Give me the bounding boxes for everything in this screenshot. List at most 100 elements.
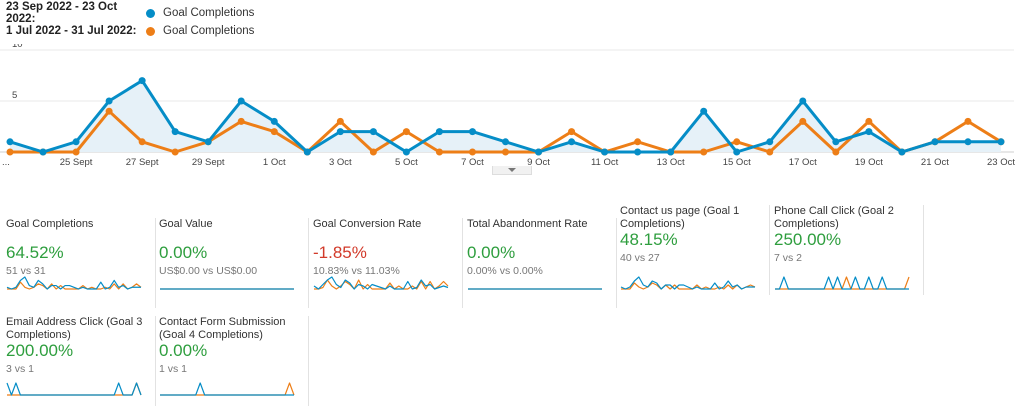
current-series-point[interactable]: [138, 77, 146, 85]
tile-phone-call-click-goal-2[interactable]: Phone Call Click (Goal 2 Completions) 25…: [774, 205, 924, 310]
current-series-point[interactable]: [270, 117, 278, 125]
tile-title: Total Abandonment Rate: [467, 218, 588, 230]
previous-series-point[interactable]: [568, 128, 576, 136]
legend-current[interactable]: 23 Sep 2022 - 23 Oct 2022: Goal Completi…: [6, 1, 255, 25]
current-series-point[interactable]: [997, 138, 1005, 146]
previous-series-point[interactable]: [105, 107, 113, 115]
tile-comparison: 3 vs 1: [6, 363, 35, 375]
x-tick-label: 7 Oct: [461, 157, 484, 168]
current-series-point[interactable]: [237, 97, 245, 105]
legend-current-label: Goal Completions: [163, 7, 255, 19]
current-series-point[interactable]: [468, 128, 476, 136]
current-series-point[interactable]: [832, 138, 840, 146]
tile-goal-completions[interactable]: Goal Completions 64.52% 51 vs 31: [6, 218, 156, 310]
x-tick-label: ...: [2, 157, 10, 168]
current-series-point[interactable]: [700, 107, 708, 115]
tile-change-value: 0.00%: [159, 341, 208, 360]
sparkline: [313, 276, 449, 290]
legend-previous-range: 1 Jul 2022 - 31 Jul 2022:: [6, 25, 137, 37]
current-series-point[interactable]: [204, 138, 212, 146]
legend-previous[interactable]: 1 Jul 2022 - 31 Jul 2022: Goal Completio…: [6, 22, 254, 40]
tile-goal-conversion-rate[interactable]: Goal Conversion Rate -1.85% 10.83% vs 11…: [313, 218, 463, 310]
tile-title: Contact us page (Goal 1 Completions): [620, 205, 740, 230]
sparkline: [620, 276, 756, 290]
chart-expand-handle[interactable]: [492, 166, 532, 175]
x-tick-label: 11 Oct: [591, 157, 619, 168]
tile-title: Goal Conversion Rate: [313, 218, 422, 230]
previous-series-point[interactable]: [468, 148, 476, 156]
current-series-point[interactable]: [898, 148, 906, 156]
current-series-point[interactable]: [402, 148, 410, 156]
previous-series-point[interactable]: [435, 148, 443, 156]
current-series-point[interactable]: [931, 138, 939, 146]
tile-title: Goal Value: [159, 218, 213, 230]
previous-series-point[interactable]: [964, 117, 972, 125]
current-series-point[interactable]: [733, 148, 741, 156]
current-series-point[interactable]: [336, 128, 344, 136]
tile-comparison: 0.00% vs 0.00%: [467, 265, 543, 277]
y-tick-label: 10: [12, 44, 23, 50]
tile-change-value: 64.52%: [6, 243, 64, 262]
goal-completions-line-chart[interactable]: 10 5... 25 Sept 27 Sept 29 Sept 1 Oct 3 Oct 5 O…: [0, 44, 1024, 168]
current-series-point[interactable]: [634, 148, 642, 156]
legend-previous-dot-icon: [146, 26, 155, 36]
current-series-point[interactable]: [72, 138, 80, 146]
current-series-point[interactable]: [799, 97, 807, 105]
tile-change-value: 48.15%: [620, 230, 678, 249]
tile-change-value: 0.00%: [467, 243, 516, 262]
legend-previous-label: Goal Completions: [163, 25, 255, 37]
current-series-point[interactable]: [601, 148, 609, 156]
sparkline-previous: [160, 382, 295, 396]
previous-series-point[interactable]: [171, 148, 179, 156]
previous-series-point[interactable]: [6, 148, 14, 156]
tile-goal-value[interactable]: Goal Value 0.00% US$0.00 vs US$0.00: [159, 218, 309, 310]
x-tick-label: 1 Oct: [263, 157, 286, 168]
current-series-point[interactable]: [964, 138, 972, 146]
current-series-point[interactable]: [105, 97, 113, 105]
current-series-point[interactable]: [535, 148, 543, 156]
tile-email-address-click-goal-3[interactable]: Email Address Click (Goal 3 Completions)…: [6, 316, 156, 407]
current-series-point[interactable]: [667, 148, 675, 156]
current-series-point[interactable]: [435, 128, 443, 136]
previous-series-point[interactable]: [799, 117, 807, 125]
tile-title: Goal Completions: [6, 218, 94, 230]
previous-series-point[interactable]: [270, 128, 278, 136]
previous-series-point[interactable]: [634, 138, 642, 146]
previous-series-point[interactable]: [402, 128, 410, 136]
current-series-point[interactable]: [865, 128, 873, 136]
current-series-point[interactable]: [568, 138, 576, 146]
previous-series-point[interactable]: [138, 138, 146, 146]
tile-change-value: 200.00%: [6, 341, 74, 360]
current-series-point[interactable]: [6, 138, 14, 146]
sparkline: [468, 288, 602, 290]
previous-series-point[interactable]: [237, 117, 245, 125]
tile-contact-us-page-goal-1[interactable]: Contact us page (Goal 1 Completions) 48.…: [620, 205, 770, 310]
current-series-point[interactable]: [303, 148, 311, 156]
previous-series-point[interactable]: [502, 148, 509, 156]
previous-series-point[interactable]: [336, 117, 344, 125]
previous-series-point[interactable]: [865, 117, 873, 125]
current-series-point[interactable]: [502, 138, 509, 146]
current-series-point[interactable]: [39, 148, 47, 156]
previous-series-point[interactable]: [369, 148, 377, 156]
tile-comparison: 40 vs 27: [620, 252, 660, 264]
previous-series-point[interactable]: [832, 148, 840, 156]
tile-contact-form-submission-goal-4[interactable]: Contact Form Submission (Goal 4 Completi…: [159, 316, 309, 407]
sparkline: [6, 276, 142, 290]
sparkline-current: [620, 276, 755, 290]
x-tick-label: 3 Oct: [329, 157, 352, 168]
x-tick-label: 15 Oct: [723, 157, 751, 168]
x-tick-label: 17 Oct: [789, 157, 817, 168]
previous-series-point[interactable]: [733, 138, 741, 146]
tile-total-abandonment-rate[interactable]: Total Abandonment Rate 0.00% 0.00% vs 0.…: [467, 218, 617, 310]
x-tick-label: 23 Oct: [987, 157, 1015, 168]
sparkline-current: [6, 276, 141, 290]
previous-series-point[interactable]: [766, 148, 774, 156]
previous-series-point[interactable]: [72, 148, 80, 156]
previous-series-point[interactable]: [700, 148, 708, 156]
legend-current-dot-icon: [146, 8, 155, 18]
current-series-point[interactable]: [171, 128, 179, 136]
current-series-point[interactable]: [369, 128, 377, 136]
sparkline-previous: [314, 279, 449, 290]
current-series-point[interactable]: [766, 138, 774, 146]
